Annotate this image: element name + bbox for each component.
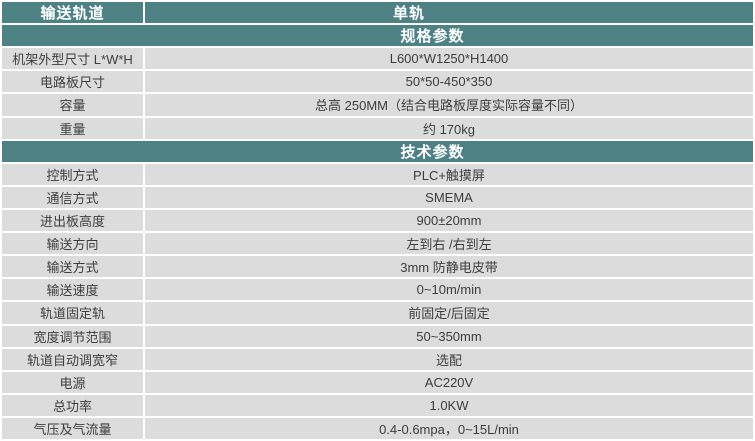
table-header-row: 输送轨道 单轨 bbox=[2, 2, 753, 24]
spec-value: 前固定/后固定 bbox=[145, 302, 753, 324]
spec-row: 总功率 1.0KW bbox=[2, 394, 753, 416]
spec-row: 电源 AC220V bbox=[2, 371, 753, 393]
spec-value: 左到右 /右到左 bbox=[145, 233, 753, 255]
spec-row: 进出板高度 900±20mm bbox=[2, 209, 753, 232]
spec-value: 约 170kg bbox=[145, 117, 753, 139]
spec-row: 输送速度 0~10m/min bbox=[2, 279, 753, 301]
spec-label: 轨道自动调宽窄 bbox=[2, 348, 143, 370]
spec-row: 输送方式 3mm 防静电皮带 bbox=[2, 256, 753, 278]
spec-label: 控制方式 bbox=[2, 163, 143, 185]
spec-label: 进出板高度 bbox=[2, 209, 143, 232]
spec-value: L600*W1250*H1400 bbox=[145, 48, 753, 70]
spec-value: SMEMA bbox=[145, 186, 753, 208]
spec-value: 0~10m/min bbox=[145, 279, 753, 301]
model-name-cell: 单轨 bbox=[145, 2, 753, 24]
spec-value: 1.0KW bbox=[145, 394, 753, 416]
spec-label: 重量 bbox=[2, 117, 143, 139]
spec-row: 宽度调节范围 50~350mm bbox=[2, 325, 753, 347]
spec-value: 选配 bbox=[145, 348, 753, 370]
spec-label: 电源 bbox=[2, 371, 143, 393]
spec-row: 机架外型尺寸 L*W*H L600*W1250*H1400 bbox=[2, 48, 753, 70]
spec-value: 900±20mm bbox=[145, 209, 753, 232]
section-header-row: 规格参数 bbox=[2, 25, 753, 47]
spec-label: 输送方向 bbox=[2, 233, 143, 255]
spec-label: 机架外型尺寸 L*W*H bbox=[2, 48, 143, 70]
spec-value: 50*50-450*350 bbox=[145, 71, 753, 93]
spec-label: 输送方式 bbox=[2, 256, 143, 278]
section-title: 技术参数 bbox=[2, 140, 753, 162]
section-title: 规格参数 bbox=[2, 25, 753, 47]
spec-value: 3mm 防静电皮带 bbox=[145, 256, 753, 278]
spec-label: 电路板尺寸 bbox=[2, 71, 143, 93]
spec-label: 容量 bbox=[2, 94, 143, 116]
spec-row: 电路板尺寸 50*50-450*350 bbox=[2, 71, 753, 93]
spec-label: 气压及气流量 bbox=[2, 417, 143, 440]
spec-value: AC220V bbox=[145, 371, 753, 393]
spec-row: 轨道固定轨 前固定/后固定 bbox=[2, 302, 753, 324]
spec-row: 轨道自动调宽窄 选配 bbox=[2, 348, 753, 370]
spec-row: 控制方式 PLC+触摸屏 bbox=[2, 163, 753, 185]
spec-value: 总高 250MM（结合电路板厚度实际容量不同） bbox=[145, 94, 753, 116]
spec-row: 气压及气流量 0.4-0.6mpa，0~15L/min bbox=[2, 417, 753, 440]
spec-label: 总功率 bbox=[2, 394, 143, 416]
spec-value: 50~350mm bbox=[145, 325, 753, 347]
spec-row: 容量 总高 250MM（结合电路板厚度实际容量不同） bbox=[2, 94, 753, 116]
spec-row: 输送方向 左到右 /右到左 bbox=[2, 233, 753, 255]
spec-value: PLC+触摸屏 bbox=[145, 163, 753, 185]
spec-label: 输送速度 bbox=[2, 279, 143, 301]
section-header-row: 技术参数 bbox=[2, 140, 753, 162]
spec-label: 轨道固定轨 bbox=[2, 302, 143, 324]
spec-row: 通信方式 SMEMA bbox=[2, 186, 753, 208]
table-title-cell: 输送轨道 bbox=[2, 2, 143, 24]
spec-value: 0.4-0.6mpa，0~15L/min bbox=[145, 417, 753, 440]
spec-row: 重量 约 170kg bbox=[2, 117, 753, 139]
spec-label: 宽度调节范围 bbox=[2, 325, 143, 347]
spec-label: 通信方式 bbox=[2, 186, 143, 208]
